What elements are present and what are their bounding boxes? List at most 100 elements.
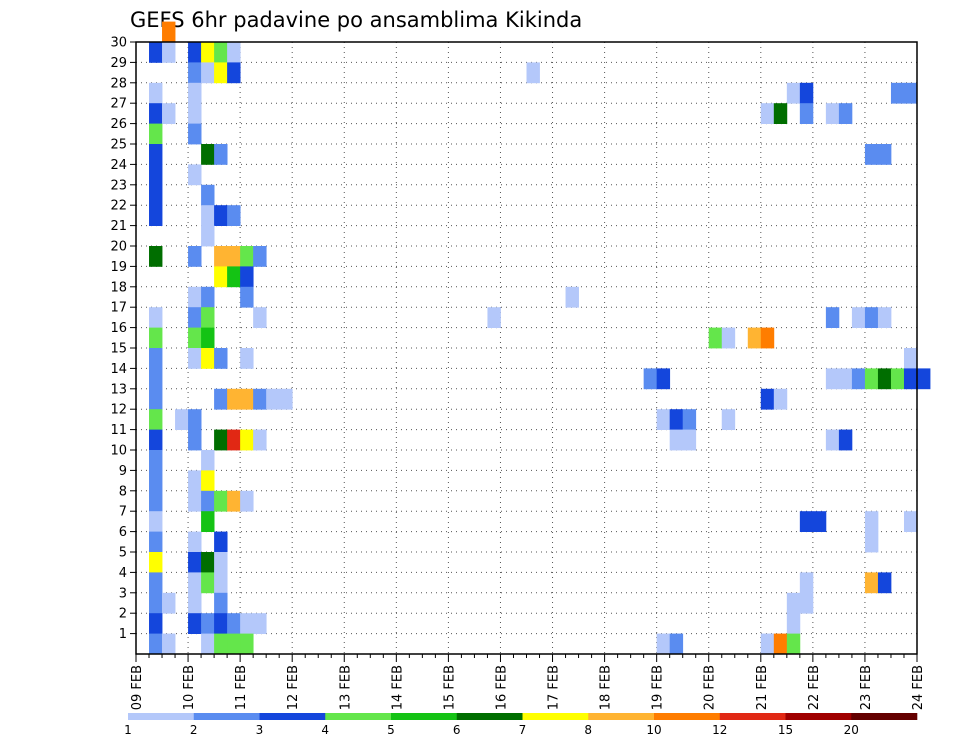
heatmap-cell: [149, 531, 163, 553]
legend-swatch: [851, 713, 918, 720]
heatmap-cell: [838, 103, 853, 124]
heatmap-cell: [201, 633, 215, 655]
heatmap-cell: [851, 368, 866, 390]
legend-swatch: [193, 713, 260, 720]
heatmap-cell: [149, 123, 163, 145]
heatmap-cell: [877, 368, 892, 390]
y-tick-label: 11: [110, 423, 127, 438]
heatmap-cell: [877, 144, 892, 165]
heatmap-cell: [799, 103, 814, 124]
heatmap-cell: [188, 592, 202, 614]
heatmap-cell: [201, 144, 215, 165]
y-tick-label: 1: [119, 627, 127, 642]
heatmap-cell: [188, 429, 202, 451]
heatmap-cell: [669, 429, 684, 451]
heatmap-cell: [773, 388, 788, 410]
heatmap-cell: [162, 633, 176, 655]
heatmap-cell: [786, 613, 801, 634]
y-tick-label: 2: [119, 607, 127, 622]
heatmap-cell: [227, 205, 241, 226]
heatmap-cell: [149, 429, 163, 451]
heatmap-cell: [214, 572, 228, 594]
heatmap-cell: [201, 225, 215, 247]
x-axis-ticks: 09 FEB 10 FEB 11 FEB 12 FEB 13 FEB 14 FEB 15 F…: [130, 654, 926, 710]
heatmap-cell: [149, 470, 163, 492]
heatmap-cell: [903, 82, 918, 104]
y-tick-label: 23: [110, 178, 127, 193]
heatmap-cell: [214, 42, 228, 63]
legend-label: 20: [844, 723, 859, 737]
heatmap-cell: [188, 327, 202, 349]
x-tick-label: 17 FEB: [547, 665, 562, 710]
y-tick-label: 25: [110, 138, 127, 153]
y-tick-label: 30: [110, 36, 127, 51]
heatmap-cell: [149, 103, 163, 124]
heatmap-cell: [149, 205, 163, 226]
heatmap-cell: [188, 123, 202, 145]
heatmap-cell: [825, 307, 840, 328]
heatmap-cell: [253, 613, 267, 634]
heatmap-cell: [487, 307, 501, 328]
heatmap-cell: [227, 613, 241, 634]
heatmap-cell: [188, 470, 202, 492]
heatmap-cell: [214, 62, 228, 84]
heatmap-cell: [253, 388, 267, 410]
heatmap-cell: [214, 144, 228, 165]
heatmap-cell: [149, 348, 163, 369]
heatmap-cell: [214, 633, 228, 655]
heatmap-cell: [214, 246, 228, 267]
heatmap-cell: [227, 388, 241, 410]
heatmap-cell: [214, 266, 228, 288]
heatmap-cell: [188, 409, 202, 430]
heatmap-cell: [227, 246, 241, 267]
heatmap-cell: [864, 531, 879, 553]
legend-label: 7: [519, 723, 527, 737]
legend-label: 15: [778, 723, 793, 737]
heatmap-cell: [214, 205, 228, 226]
heatmap-cell: [747, 327, 762, 349]
heatmap-cell: [162, 103, 176, 124]
heatmap-cell: [149, 82, 163, 104]
heatmap-cell: [227, 62, 241, 84]
x-tick-label: 14 FEB: [390, 665, 405, 710]
heatmap-cell: [214, 348, 228, 369]
heatmap-cell: [201, 511, 215, 532]
heatmap-cell: [240, 429, 254, 451]
heatmap-cell: [240, 286, 254, 308]
heatmap-cell: [149, 164, 163, 186]
heatmap-cell: [565, 286, 579, 308]
heatmap-cell: [799, 82, 814, 104]
x-tick-label: 23 FEB: [859, 665, 874, 710]
color-legend: 1 2 3 4 5 6 7 8 10 12 15 20: [124, 713, 918, 737]
heatmap-cell: [786, 82, 801, 104]
legend-swatch: [785, 713, 852, 720]
heatmap-cell: [864, 511, 879, 532]
heatmap-cell: [201, 450, 215, 471]
heatmap-cell: [877, 572, 892, 594]
heatmap-cell: [149, 450, 163, 471]
heatmap-cell: [201, 470, 215, 492]
heatmap-cell: [149, 633, 163, 655]
heatmap-cell: [201, 490, 215, 512]
x-tick-label: 12 FEB: [286, 665, 301, 710]
heatmap-cell: [253, 307, 267, 328]
y-tick-label: 15: [110, 342, 127, 357]
y-tick-label: 16: [110, 321, 127, 336]
y-tick-label: 7: [119, 505, 127, 520]
heatmap-cell: [149, 511, 163, 532]
heatmap-cell: [877, 307, 892, 328]
heatmap-cell: [227, 633, 241, 655]
heatmap-cell: [175, 409, 189, 430]
heatmap-cell: [917, 368, 931, 390]
y-tick-label: 27: [110, 97, 127, 112]
heatmap-cell: [838, 368, 853, 390]
y-tick-label: 28: [110, 76, 127, 91]
legend-label: 3: [256, 723, 264, 737]
x-tick-label: 19 FEB: [651, 665, 666, 710]
heatmap-cell: [851, 307, 866, 328]
x-tick-label: 18 FEB: [599, 665, 614, 710]
y-tick-label: 20: [110, 240, 127, 255]
heatmap-cell: [188, 552, 202, 573]
y-tick-label: 21: [110, 219, 127, 234]
